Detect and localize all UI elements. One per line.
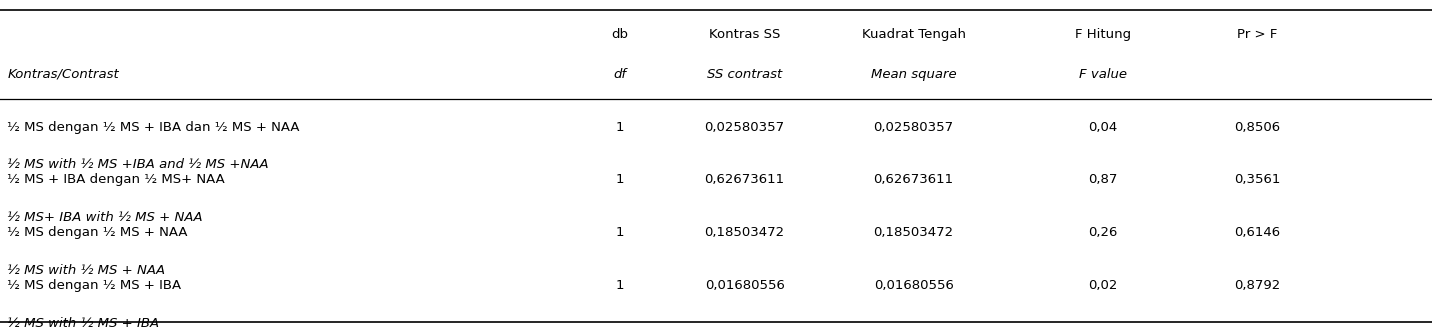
Text: 0,02580357: 0,02580357 xyxy=(874,120,954,134)
Text: F value: F value xyxy=(1078,68,1127,81)
Text: 0,3561: 0,3561 xyxy=(1234,173,1280,186)
Text: df: df xyxy=(613,68,627,81)
Text: 0,18503472: 0,18503472 xyxy=(705,226,785,239)
Text: Mean square: Mean square xyxy=(871,68,957,81)
Text: SS contrast: SS contrast xyxy=(707,68,782,81)
Text: Pr > F: Pr > F xyxy=(1237,28,1277,41)
Text: 1: 1 xyxy=(616,279,624,292)
Text: 0,6146: 0,6146 xyxy=(1234,226,1280,239)
Text: 1: 1 xyxy=(616,120,624,134)
Text: 0,62673611: 0,62673611 xyxy=(874,173,954,186)
Text: ½ MS + IBA dengan ½ MS+ NAA: ½ MS + IBA dengan ½ MS+ NAA xyxy=(7,173,225,186)
Text: 0,87: 0,87 xyxy=(1088,173,1117,186)
Text: 0,8506: 0,8506 xyxy=(1234,120,1280,134)
Text: 0,8792: 0,8792 xyxy=(1234,279,1280,292)
Text: 1: 1 xyxy=(616,226,624,239)
Text: db: db xyxy=(611,28,629,41)
Text: 0,18503472: 0,18503472 xyxy=(874,226,954,239)
Text: ½ MS with ½ MS + NAA: ½ MS with ½ MS + NAA xyxy=(7,264,165,277)
Text: Kontras/Contrast: Kontras/Contrast xyxy=(7,68,119,81)
Text: 0,02: 0,02 xyxy=(1088,279,1117,292)
Text: F Hitung: F Hitung xyxy=(1074,28,1131,41)
Text: 0,26: 0,26 xyxy=(1088,226,1117,239)
Text: ½ MS dengan ½ MS + NAA: ½ MS dengan ½ MS + NAA xyxy=(7,226,188,239)
Text: 0,62673611: 0,62673611 xyxy=(705,173,785,186)
Text: ½ MS dengan ½ MS + IBA dan ½ MS + NAA: ½ MS dengan ½ MS + IBA dan ½ MS + NAA xyxy=(7,120,299,134)
Text: ½ MS dengan ½ MS + IBA: ½ MS dengan ½ MS + IBA xyxy=(7,279,182,292)
Text: 0,04: 0,04 xyxy=(1088,120,1117,134)
Text: 0,02580357: 0,02580357 xyxy=(705,120,785,134)
Text: Kontras SS: Kontras SS xyxy=(709,28,780,41)
Text: ½ MS with ½ MS + IBA: ½ MS with ½ MS + IBA xyxy=(7,317,159,330)
Text: ½ MS with ½ MS +IBA and ½ MS +NAA: ½ MS with ½ MS +IBA and ½ MS +NAA xyxy=(7,158,269,172)
Text: 0,01680556: 0,01680556 xyxy=(705,279,785,292)
Text: ½ MS+ IBA with ½ MS + NAA: ½ MS+ IBA with ½ MS + NAA xyxy=(7,211,203,224)
Text: Kuadrat Tengah: Kuadrat Tengah xyxy=(862,28,965,41)
Text: 1: 1 xyxy=(616,173,624,186)
Text: 0,01680556: 0,01680556 xyxy=(874,279,954,292)
